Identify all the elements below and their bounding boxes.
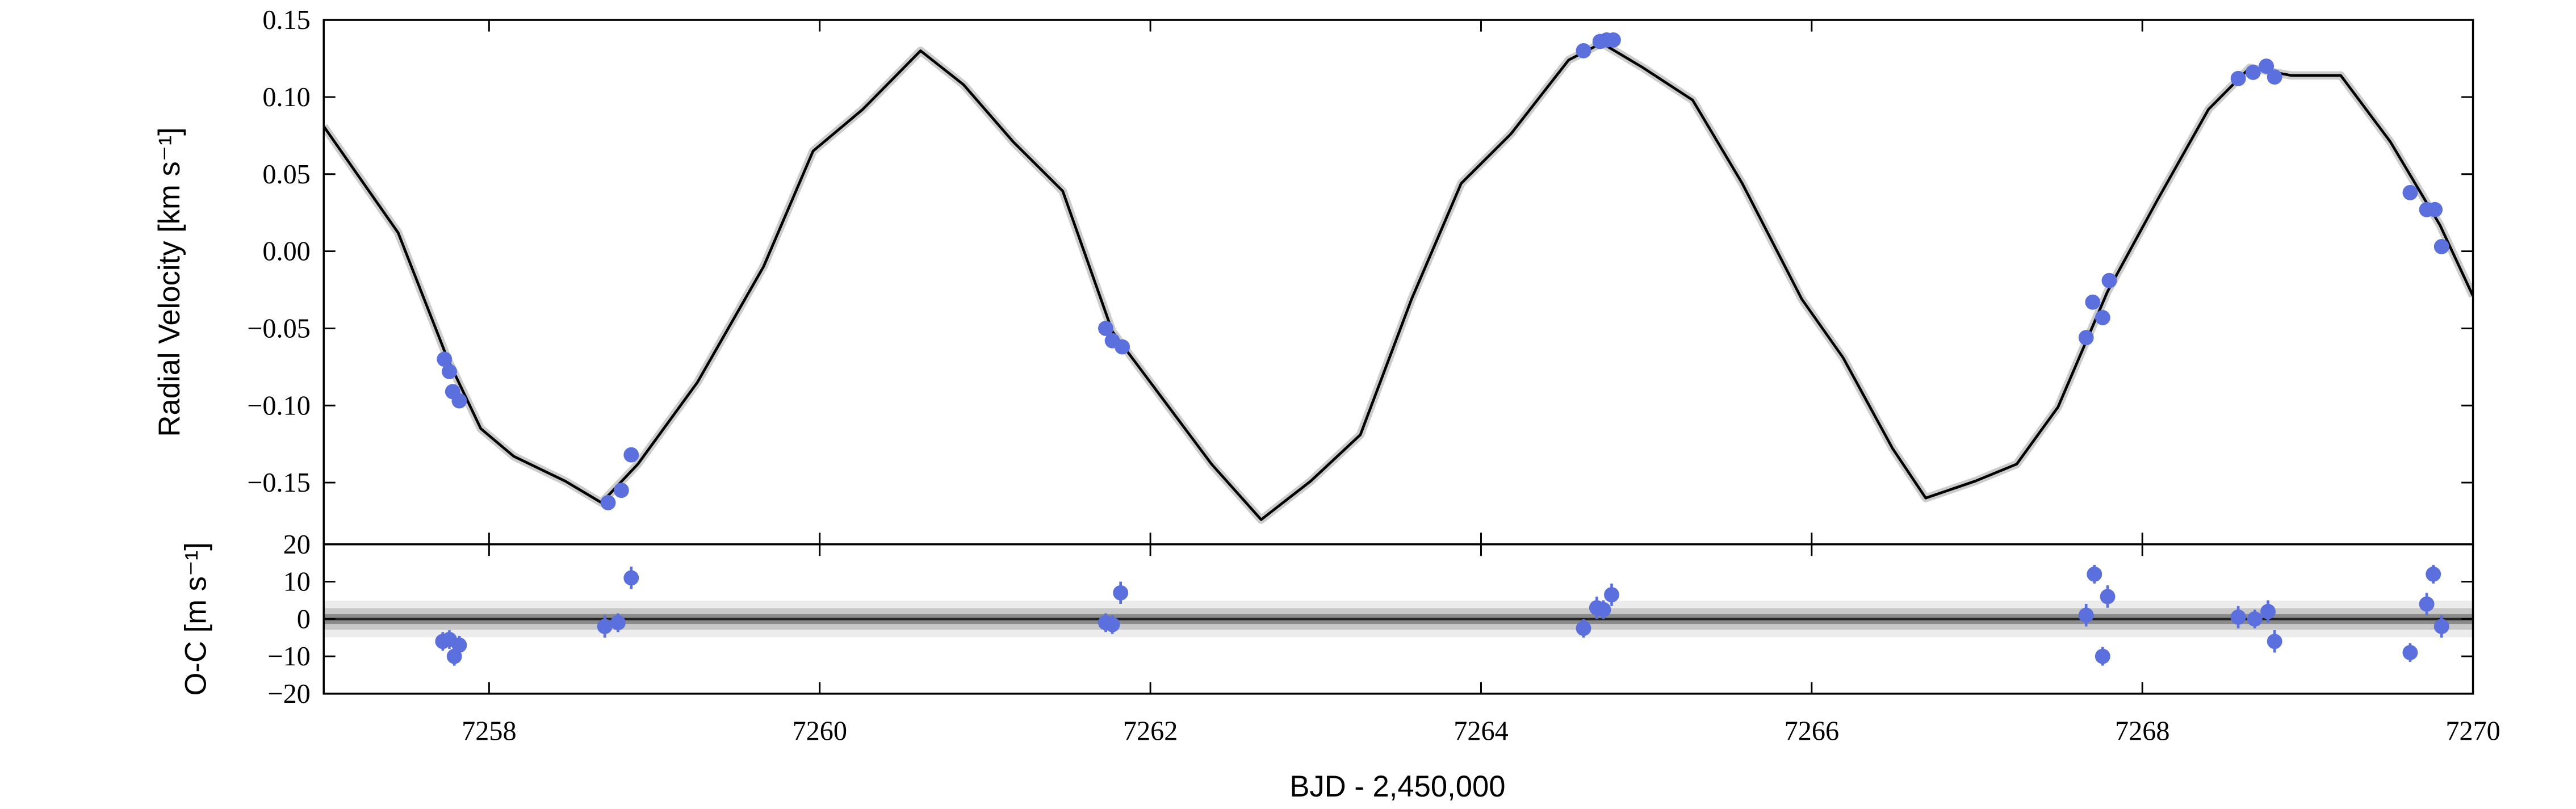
data-point (451, 393, 467, 409)
data-point (2260, 603, 2276, 619)
data-point (2267, 69, 2282, 85)
data-point (1576, 43, 1591, 58)
data-point (2078, 330, 2094, 346)
axes-frame (322, 543, 2474, 695)
data-point (610, 615, 626, 631)
x-tick-label: 7268 (2115, 716, 2169, 747)
y-tick-label: −20 (267, 679, 310, 709)
residual-band (324, 601, 2473, 638)
data-point (2259, 58, 2275, 74)
y-tick-label: −10 (267, 642, 310, 672)
data-point (451, 637, 467, 653)
data-point (623, 447, 639, 463)
data-point (2402, 645, 2418, 660)
data-point (2433, 238, 2449, 254)
data-point (1605, 32, 1621, 48)
model-line (324, 41, 2473, 521)
data-point (2419, 596, 2435, 612)
data-point (437, 351, 453, 367)
data-point (2095, 648, 2110, 664)
y-tick-label: 0.00 (262, 237, 310, 267)
data-point (2267, 634, 2282, 649)
x-tick-label: 7258 (462, 716, 516, 747)
data-point (2085, 294, 2101, 310)
data-point (2245, 65, 2261, 80)
data-point (2230, 609, 2246, 625)
data-point (600, 494, 616, 510)
y-tick-label: 0.05 (262, 160, 310, 190)
data-point (2087, 566, 2102, 582)
data-point (1576, 621, 1591, 636)
data-point (623, 570, 639, 586)
x-tick-label: 7270 (2445, 716, 2500, 747)
y-tick-label: 10 (283, 567, 311, 597)
data-point (1604, 587, 1619, 603)
data-point (2100, 589, 2116, 605)
data-point (2230, 70, 2246, 86)
y-tick-label: −0.10 (247, 391, 311, 421)
x-axis-label: BJD - 2,450,000 (1289, 770, 1505, 803)
data-point (2101, 273, 2117, 288)
data-point (2426, 566, 2441, 582)
data-point (613, 483, 629, 498)
data-point (442, 364, 457, 379)
data-point (2402, 185, 2418, 200)
data-point (2433, 619, 2449, 634)
data-point (1098, 320, 1113, 336)
x-tick-label: 7260 (793, 716, 847, 747)
y-tick-label: 0.10 (262, 82, 310, 112)
data-point (2095, 309, 2110, 325)
data-point (1104, 617, 1120, 632)
data-point (1595, 602, 1611, 618)
data-point (2427, 202, 2443, 217)
y-tick-label: −0.05 (247, 314, 311, 344)
y-tick-label: 0 (297, 604, 311, 634)
x-tick-label: 7266 (1785, 716, 1839, 747)
data-point (1115, 339, 1130, 355)
x-tick-label: 7264 (1454, 716, 1508, 747)
data-point (2247, 611, 2263, 627)
data-point (1113, 585, 1129, 601)
y-tick-label: −0.15 (247, 468, 311, 498)
y-tick-label: 20 (283, 530, 311, 560)
y-axis-label: Radial Velocity [km s⁻¹] (153, 127, 186, 437)
y-axis-label: O-C [m s⁻¹] (179, 542, 213, 695)
y-tick-label: 0.15 (262, 5, 310, 35)
x-tick-label: 7262 (1123, 716, 1178, 747)
data-point (597, 619, 613, 634)
data-point (2078, 607, 2094, 623)
